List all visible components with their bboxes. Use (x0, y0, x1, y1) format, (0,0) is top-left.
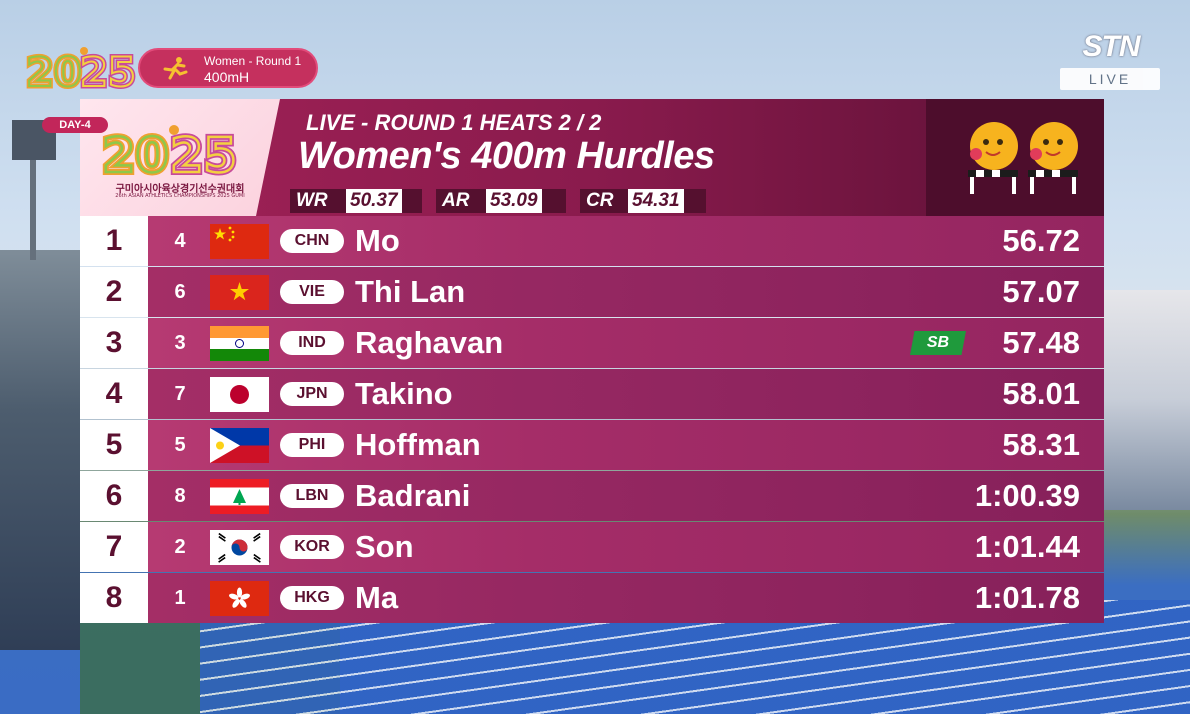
lane-number: 8 (174, 485, 186, 507)
stadium-stand-left (0, 250, 80, 650)
record-wr: WR 50.37 (290, 189, 422, 213)
result-row: 2 6 VIE Thi Lan 57.07 (80, 267, 1104, 317)
rank: 5 (80, 420, 148, 470)
result-row: 3 3 IND Raghavan SB 57.48 (80, 318, 1104, 368)
record-value: 50.37 (346, 189, 402, 213)
country-code: PHI (280, 433, 344, 457)
country-code: JPN (280, 382, 344, 406)
india-flag-icon (210, 326, 269, 361)
svg-text:20: 20 (26, 50, 82, 94)
result-row: 6 8 LBN Badrani 1:00.39 (80, 471, 1104, 521)
result-row: 8 1 HKG Ma 1:01.78 (80, 573, 1104, 623)
result-time: 1:00.39 (974, 478, 1080, 513)
philippines-flag-icon (210, 428, 269, 463)
lebanon-flag-icon (210, 479, 269, 514)
japan-flag-icon (210, 377, 269, 412)
lane-number: 1 (174, 587, 186, 609)
athlete-name: Hoffman (355, 427, 481, 462)
championship-logo-large: 20 20 25 25 (100, 125, 240, 180)
rank: 8 (80, 573, 148, 623)
season-best-badge: SB (910, 331, 966, 355)
result-row: 1 4 CHN Mo 56.72 (80, 216, 1104, 266)
result-time: 57.48 (1002, 325, 1080, 360)
athlete-name: Raghavan (355, 325, 504, 360)
record-value: 53.09 (486, 189, 542, 213)
result-time: 57.07 (1002, 274, 1080, 309)
country-code: HKG (280, 586, 344, 610)
rank: 1 (80, 216, 148, 266)
record-label: AR (442, 190, 470, 211)
result-time: 1:01.44 (974, 529, 1080, 564)
lane-number: 6 (174, 281, 186, 303)
championship-logo: 20 20 25 25 (24, 47, 136, 94)
svg-text:20: 20 (26, 50, 82, 94)
record-label: CR (586, 190, 614, 211)
lane-number: 7 (174, 383, 186, 405)
record-cr: CR 54.31 (580, 189, 706, 213)
korea-flag-icon (210, 530, 269, 565)
athlete-name: Takino (355, 376, 453, 411)
lane-number: 4 (174, 230, 186, 252)
result-row: 4 7 JPN Takino 58.01 (80, 369, 1104, 419)
result-row: 7 2 KOR Son 1:01.44 (80, 522, 1104, 572)
athlete-name: Son (355, 529, 414, 564)
stadium-stand-right (1100, 290, 1190, 510)
event-pill: Women - Round 1 400mH (138, 48, 318, 88)
vietnam-flag-icon (210, 275, 269, 310)
mascot-icon (1028, 122, 1078, 194)
country-code: IND (280, 331, 344, 355)
broadcaster-brand: STN (1082, 30, 1141, 63)
athlete-name: Ma (355, 580, 399, 615)
record-ar: AR 53.09 (436, 189, 566, 213)
svg-text:25: 25 (170, 128, 237, 180)
country-code: VIE (280, 280, 344, 304)
result-time: 58.31 (1002, 427, 1080, 462)
broadcaster-logo: STN LIVE (1060, 30, 1160, 90)
rank: 6 (80, 471, 148, 521)
svg-text:25: 25 (80, 50, 136, 94)
live-indicator: LIVE (1060, 68, 1160, 90)
logo-korean-text: 구미아시아육상경기선수권대회 (115, 184, 245, 195)
china-flag-icon (210, 224, 269, 259)
event-title: Women's 400m Hurdles (298, 135, 715, 177)
lane-number: 2 (174, 536, 186, 558)
event-discipline-label: 400mH (204, 69, 250, 85)
rank: 7 (80, 522, 148, 572)
athlete-name: Badrani (355, 478, 471, 513)
mascot-icon (968, 122, 1018, 194)
result-time: 1:01.78 (974, 580, 1080, 615)
results-table: 1 4 CHN Mo 56.72 2 6 VIE Thi Lan 57.07 3… (80, 216, 1104, 624)
rank: 3 (80, 318, 148, 368)
country-code: CHN (280, 229, 344, 253)
rank: 2 (80, 267, 148, 317)
record-value: 54.31 (628, 189, 684, 213)
day-badge: DAY-4 (42, 117, 108, 133)
svg-text:25: 25 (80, 50, 136, 94)
result-row: 5 5 PHI Hoffman 58.31 (80, 420, 1104, 470)
lane-number: 3 (174, 332, 186, 354)
lane-number: 5 (174, 434, 186, 456)
athlete-name: Mo (355, 223, 400, 258)
result-time: 58.01 (1002, 376, 1080, 411)
event-round-label: Women - Round 1 (204, 54, 302, 68)
athlete-name: Thi Lan (355, 274, 466, 309)
heat-subtitle: LIVE - ROUND 1 HEATS 2 / 2 (306, 110, 602, 135)
svg-text:25: 25 (170, 128, 237, 180)
country-code: LBN (280, 484, 344, 508)
floodlight-pole (30, 160, 36, 260)
rank: 4 (80, 369, 148, 419)
header-logo-panel (80, 99, 280, 216)
svg-text:20: 20 (102, 128, 169, 180)
logo-english-text: 26th ASIAN ATHLETICS CHAMPIONSHIPS 2025 … (115, 193, 245, 199)
hongkong-flag-icon (210, 581, 269, 616)
hurdler-icon (163, 57, 188, 80)
svg-text:20: 20 (102, 128, 169, 180)
country-code: KOR (280, 535, 344, 559)
result-time: 56.72 (1002, 223, 1080, 258)
record-label: WR (296, 190, 328, 211)
